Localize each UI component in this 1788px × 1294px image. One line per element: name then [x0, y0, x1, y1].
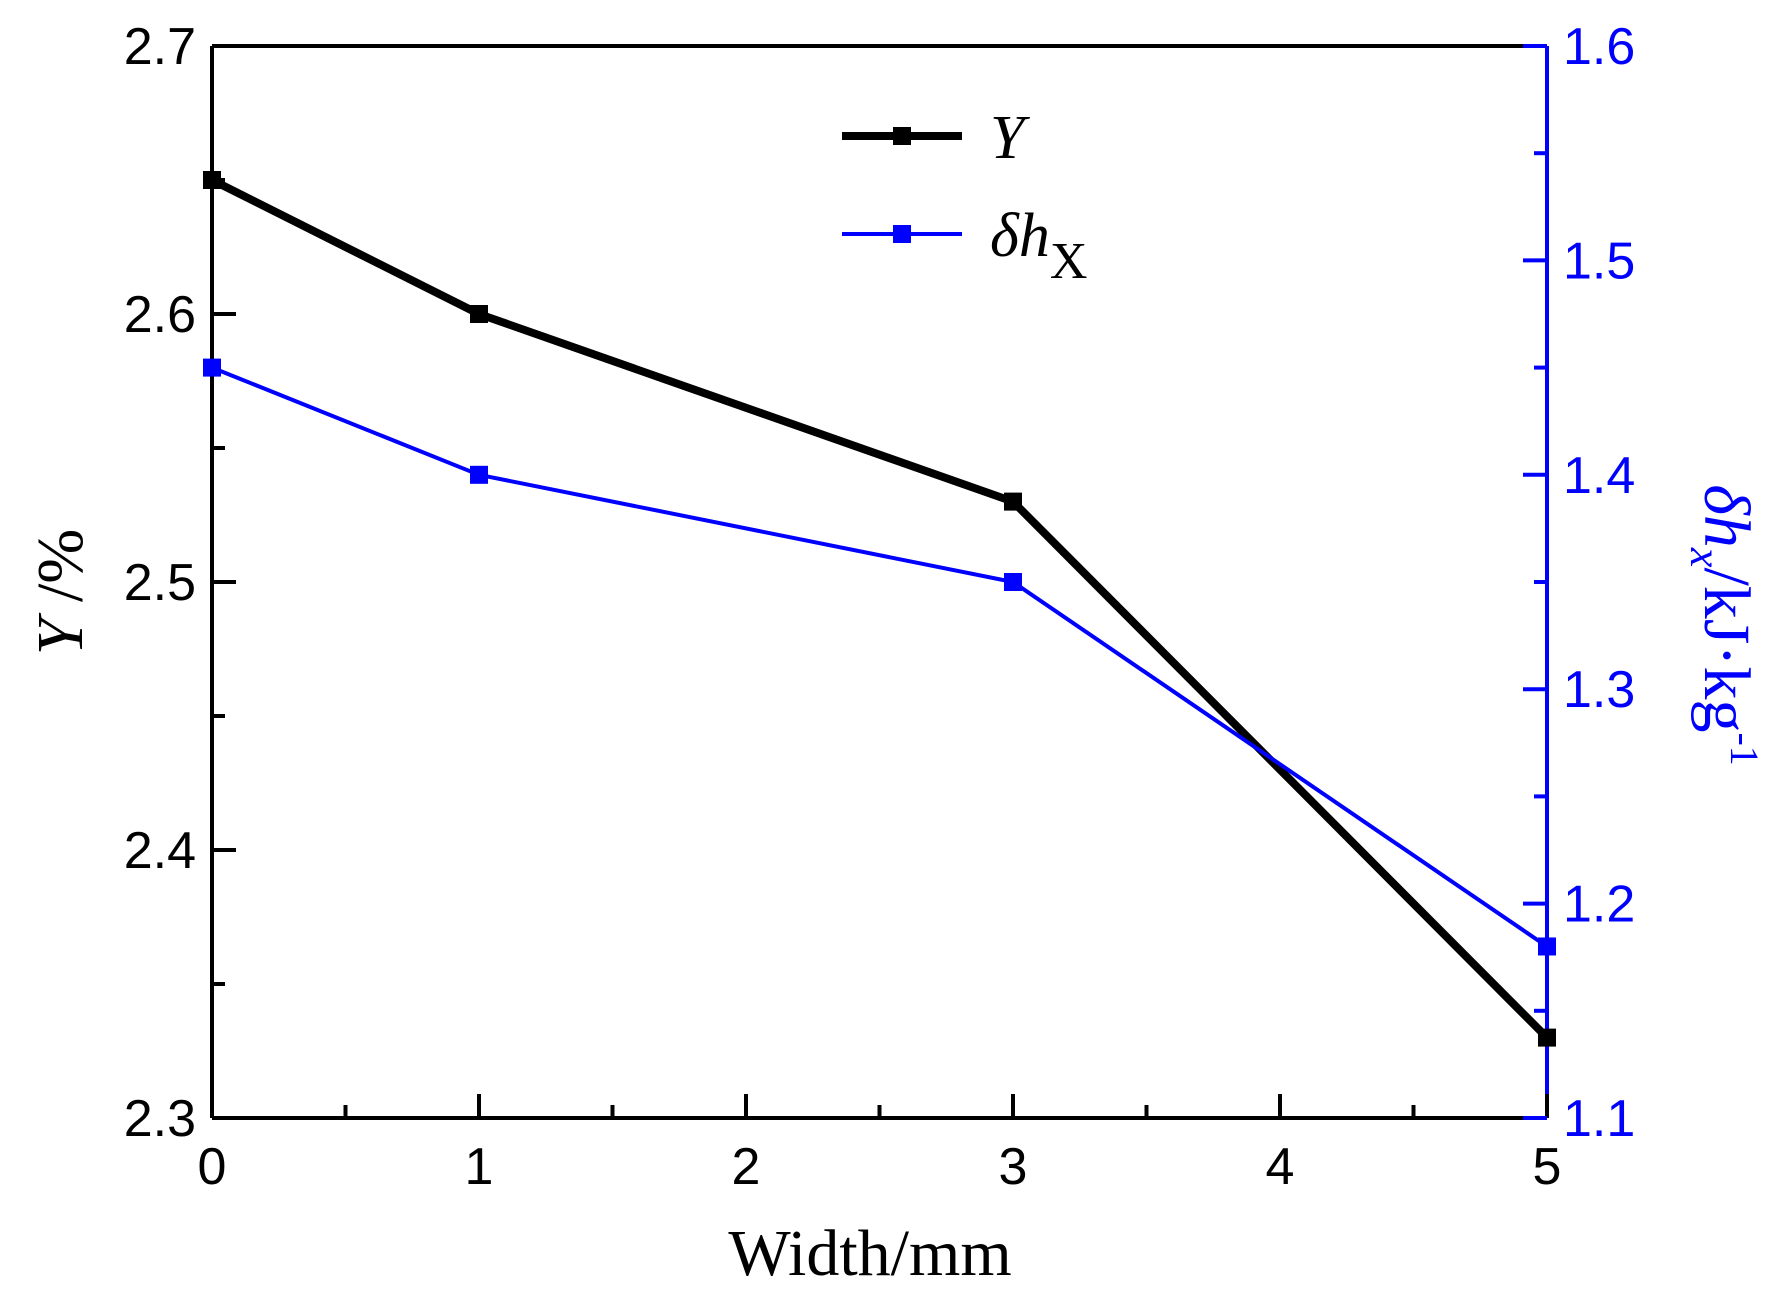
axes: 0 1 2 3 4 5 2.3 2.4 2.5 2.6 2.7 1.1 1.2 1.3 1.4 1.5 1.6: [124, 18, 1636, 1196]
legend-label-main: δh: [990, 202, 1050, 270]
legend-entry: δhX: [842, 202, 1087, 290]
data-point: [1004, 492, 1022, 511]
y-left-tick-label: 2.7: [124, 18, 196, 76]
series-delta-hx: [203, 358, 1556, 956]
series-line: [210, 176, 1550, 1041]
legend-marker: [893, 225, 911, 243]
x-axis-title: Width/mm: [728, 1217, 1011, 1290]
series-y: [203, 171, 1556, 1047]
legend-label: δhX: [990, 202, 1087, 290]
x-tick-label: 2: [732, 1138, 761, 1196]
x-tick-label: 5: [1533, 1138, 1562, 1196]
x-tick-label: 1: [465, 1138, 494, 1196]
y-axis-right-title-h: h: [1690, 515, 1763, 548]
y-axis-right-title-sub: x: [1681, 547, 1730, 568]
y-left-tick-label: 2.4: [124, 822, 196, 880]
y-right-tick-label: 1.2: [1563, 876, 1635, 934]
data-point: [1538, 937, 1556, 956]
y-left-tick-label: 2.3: [124, 1090, 196, 1148]
y-axis-right-title-sup: -1: [1722, 732, 1767, 765]
y-left-tick-label: 2.5: [124, 554, 196, 612]
y-right-tick-label: 1.4: [1563, 447, 1635, 505]
y-right-tick-label: 1.1: [1563, 1090, 1635, 1148]
series: [203, 171, 1556, 1047]
x-tick-label: 0: [198, 1138, 227, 1196]
legend-label-sub: X: [1050, 233, 1088, 290]
data-point: [203, 171, 221, 189]
legend-label: Y: [990, 104, 1030, 172]
data-point: [470, 305, 488, 323]
y-right-tick-label: 1.3: [1563, 661, 1635, 719]
series-line: [211, 365, 1549, 949]
y-right-tick-label: 1.5: [1563, 232, 1635, 290]
y-axis-right-title-delta: δ: [1690, 484, 1763, 516]
legend-entry: Y: [842, 104, 1030, 172]
x-tick-label: 3: [999, 1138, 1028, 1196]
legend-marker: [893, 127, 911, 145]
legend-label-main: Y: [990, 104, 1030, 172]
data-point: [1004, 573, 1022, 591]
y-axis-left-title-unit: /%: [24, 529, 97, 619]
y-right-tick-label: 1.6: [1563, 18, 1635, 76]
data-point: [470, 465, 488, 484]
y-axis-left-title: Y /%: [24, 529, 97, 656]
axis-labels: Width/mm Y /% δhx/kJ·kg-1: [24, 484, 1767, 1290]
y-axis-right-title-unit: /kJ·kg: [1690, 567, 1763, 732]
x-tick-label: 4: [1266, 1138, 1295, 1196]
data-point: [203, 358, 221, 377]
y-left-tick-label: 2.6: [124, 286, 196, 344]
y-axis-right-title: δhx/kJ·kg-1: [1681, 484, 1767, 766]
data-point: [1538, 1028, 1556, 1047]
y-axis-left-title-symbol: Y: [24, 612, 97, 655]
